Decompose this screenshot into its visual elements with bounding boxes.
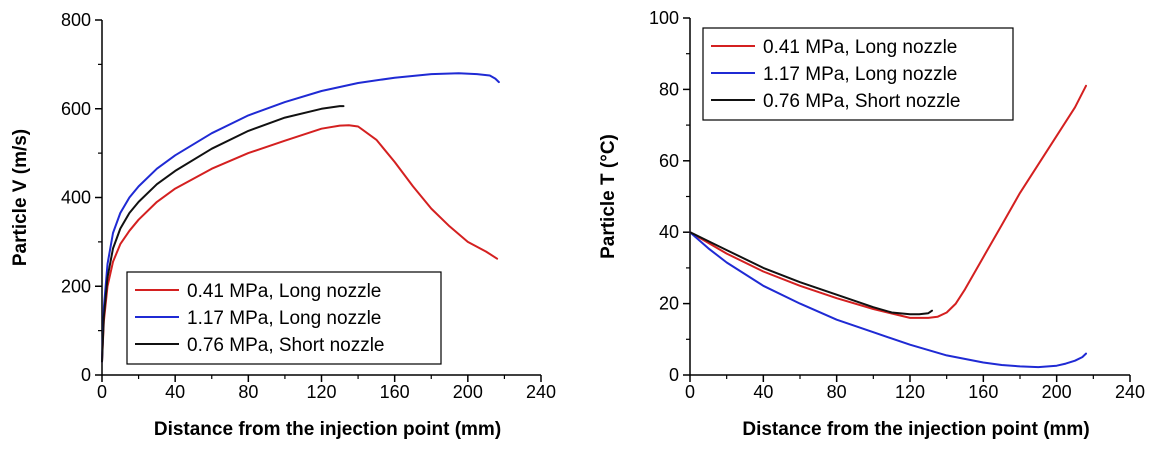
series-line-3 bbox=[101, 105, 345, 363]
x-tick-label: 200 bbox=[1042, 382, 1072, 402]
legend-label: 0.41 MPa, Long nozzle bbox=[763, 37, 957, 58]
series-line-2 bbox=[101, 72, 500, 363]
legend-label: 0.76 MPa, Short nozzle bbox=[763, 91, 961, 112]
legend-label: 0.41 MPa, Long nozzle bbox=[187, 281, 381, 302]
series-line-1 bbox=[689, 84, 1087, 319]
x-tick-label: 160 bbox=[380, 382, 410, 402]
y-tick-label: 20 bbox=[659, 294, 679, 314]
y-axis-title: Particle V (m/s) bbox=[10, 129, 31, 266]
y-tick-label: 40 bbox=[659, 222, 679, 242]
series-line-2 bbox=[689, 231, 1087, 369]
x-tick-label: 240 bbox=[526, 382, 556, 402]
x-tick-label: 40 bbox=[165, 382, 185, 402]
x-axis-title: Distance from the injection point (mm) bbox=[154, 419, 501, 440]
x-tick-label: 120 bbox=[306, 382, 336, 402]
legend-label: 0.76 MPa, Short nozzle bbox=[187, 335, 385, 356]
x-tick-label: 80 bbox=[238, 382, 258, 402]
y-tick-label: 600 bbox=[61, 99, 91, 119]
x-tick-label: 0 bbox=[97, 382, 107, 402]
x-tick-label: 200 bbox=[453, 382, 483, 402]
y-axis-title: Particle T (°C) bbox=[598, 134, 619, 259]
x-tick-label: 40 bbox=[753, 382, 773, 402]
legend-box bbox=[126, 271, 442, 365]
x-tick-label: 0 bbox=[685, 382, 695, 402]
chart-panel-2: 0 40 80 120 160 200 240 0 20 40 60 80 100 Distance fr… bbox=[598, 8, 1145, 440]
y-tick-label: 800 bbox=[61, 10, 91, 30]
y-tick-label: 0 bbox=[669, 365, 679, 385]
x-tick-label: 160 bbox=[968, 382, 998, 402]
chart-panel-1: 0 40 80 120 160 200 240 0 200 400 600 800 Distance f… bbox=[10, 10, 556, 440]
y-tick-label: 0 bbox=[81, 365, 91, 385]
x-tick-label: 80 bbox=[827, 382, 847, 402]
series-line-3 bbox=[689, 231, 933, 316]
y-tick-label: 80 bbox=[659, 79, 679, 99]
legend-label: 1.17 MPa, Long nozzle bbox=[763, 64, 957, 85]
y-tick-label: 60 bbox=[659, 151, 679, 171]
x-tick-label: 240 bbox=[1115, 382, 1145, 402]
x-tick-label: 120 bbox=[895, 382, 925, 402]
y-tick-label: 400 bbox=[61, 188, 91, 208]
legend-label: 1.17 MPa, Long nozzle bbox=[187, 308, 381, 329]
y-tick-label: 200 bbox=[61, 276, 91, 296]
y-tick-label: 100 bbox=[649, 8, 679, 28]
x-axis-title: Distance from the injection point (mm) bbox=[742, 419, 1089, 440]
series-line-1 bbox=[101, 124, 499, 363]
